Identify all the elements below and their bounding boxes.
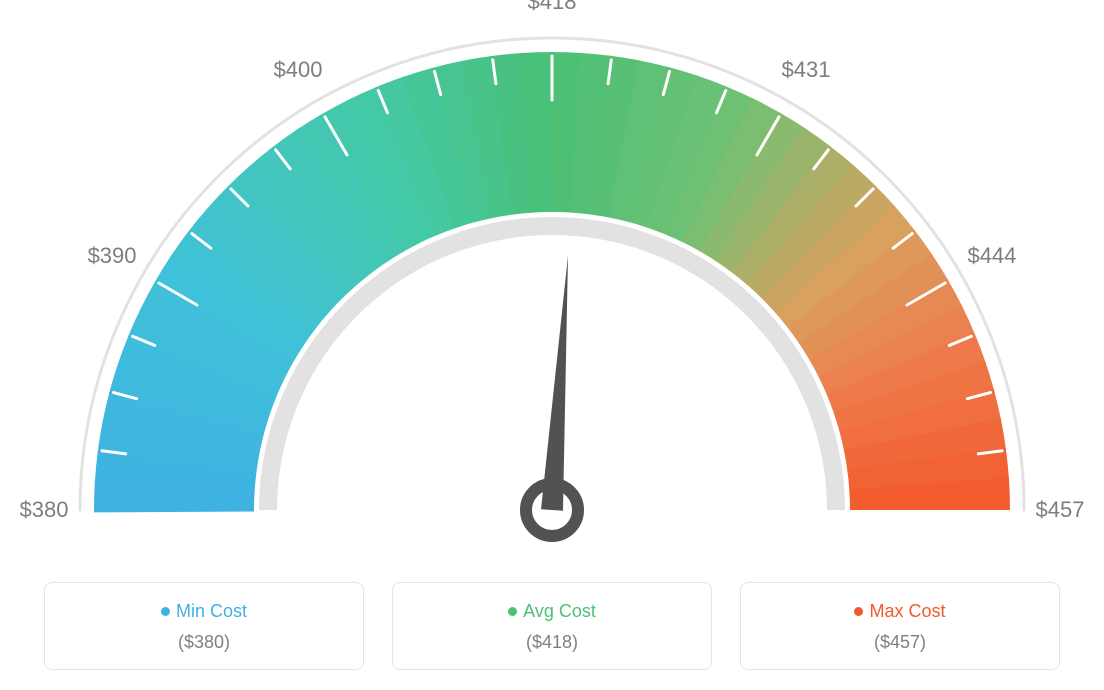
legend-dot-icon <box>508 607 517 616</box>
legend-label: Avg Cost <box>523 601 596 621</box>
gauge-tick-label: $418 <box>528 0 577 15</box>
legend-title: Min Cost <box>55 601 353 622</box>
gauge-tick-label: $457 <box>1036 497 1085 523</box>
gauge-tick-label: $380 <box>20 497 69 523</box>
legend-value: ($418) <box>403 632 701 653</box>
legend-dot-icon <box>854 607 863 616</box>
gauge-svg <box>0 0 1104 560</box>
gauge-tick-label: $390 <box>88 243 137 269</box>
legend-card: Min Cost ($380) <box>44 582 364 670</box>
legend-label: Max Cost <box>869 601 945 621</box>
gauge-tick-label: $400 <box>274 57 323 83</box>
legend-title: Max Cost <box>751 601 1049 622</box>
gauge-tick-label: $444 <box>967 243 1016 269</box>
legend-card: Avg Cost ($418) <box>392 582 712 670</box>
legend-card: Max Cost ($457) <box>740 582 1060 670</box>
legend-row: Min Cost ($380) Avg Cost ($418) Max Cost ($45… <box>0 582 1104 670</box>
gauge-tick-label: $431 <box>782 57 831 83</box>
legend-dot-icon <box>161 607 170 616</box>
cost-gauge: $380 $390 $400 $418 $431 $444 $457 <box>0 0 1104 560</box>
legend-title: Avg Cost <box>403 601 701 622</box>
legend-label: Min Cost <box>176 601 247 621</box>
legend-value: ($380) <box>55 632 353 653</box>
legend-value: ($457) <box>751 632 1049 653</box>
